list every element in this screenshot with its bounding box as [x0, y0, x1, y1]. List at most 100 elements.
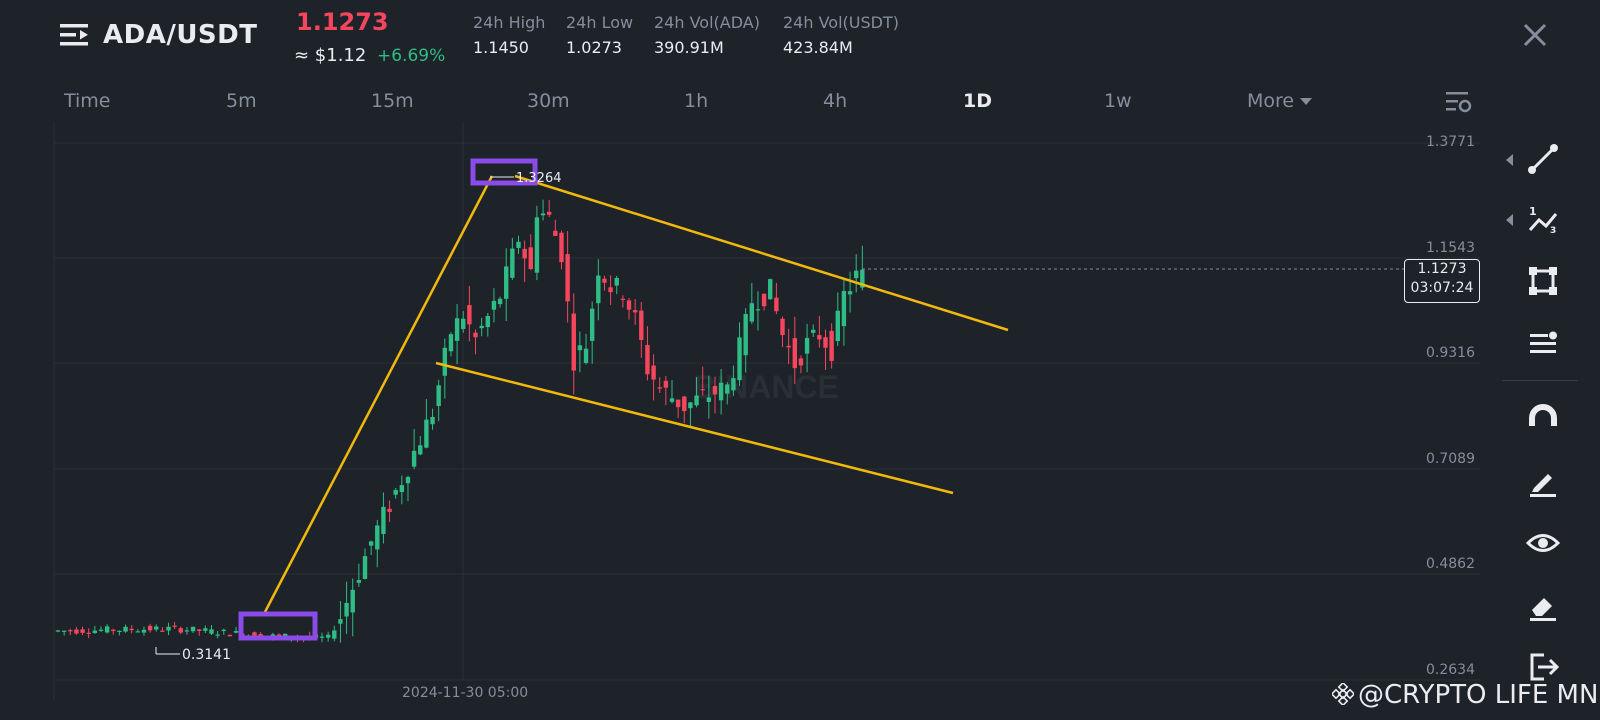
candle-body — [319, 636, 325, 638]
pencil-icon[interactable] — [1526, 464, 1560, 498]
candle-body — [841, 290, 847, 327]
candle-body — [442, 347, 448, 376]
tab-more[interactable]: More — [1247, 90, 1313, 112]
price-change: +6.69% — [377, 46, 446, 66]
candle-body — [706, 397, 712, 402]
candle-body — [233, 631, 239, 633]
tab-5m[interactable]: 5m — [226, 90, 257, 112]
candle-body — [405, 477, 411, 484]
eye-icon[interactable] — [1526, 526, 1560, 560]
candle-body — [663, 380, 669, 388]
candle-body — [184, 630, 190, 632]
candle-body — [786, 345, 791, 348]
candle-body — [497, 298, 503, 305]
candle-body — [270, 634, 276, 637]
svg-text:3: 3 — [1550, 226, 1556, 236]
candle-body — [559, 232, 564, 263]
candle-body — [178, 628, 183, 633]
candle-body — [798, 358, 804, 366]
rectangle-icon[interactable] — [1526, 264, 1560, 298]
candle-body — [774, 297, 779, 312]
candle-body — [111, 629, 116, 632]
candle-body — [694, 395, 699, 406]
candle-body — [454, 318, 460, 341]
stat-24h-low: 24h Low 1.0273 — [566, 13, 633, 57]
candle-body — [203, 628, 208, 631]
candle-body — [540, 213, 546, 216]
magnet-icon[interactable] — [1526, 402, 1560, 436]
candle-body — [190, 626, 196, 632]
alert-list-icon[interactable] — [1526, 326, 1560, 360]
stat-value: 390.91M — [654, 38, 724, 57]
tab-1d[interactable]: 1D — [963, 90, 992, 112]
candle-body — [80, 629, 85, 633]
candle-body — [92, 630, 98, 634]
tab-30m[interactable]: 30m — [527, 90, 570, 112]
candle-body — [516, 241, 521, 248]
fib-icon[interactable]: 1 3 — [1526, 202, 1560, 236]
tab-4h[interactable]: 4h — [823, 90, 848, 112]
candle-body — [718, 382, 724, 401]
close-icon[interactable] — [1522, 22, 1548, 48]
candle-body — [614, 277, 619, 286]
eraser-icon[interactable] — [1526, 588, 1560, 622]
tab-15m[interactable]: 15m — [371, 90, 414, 112]
candle-body — [780, 318, 785, 336]
binance-watermark: BINANCE — [693, 369, 839, 405]
price-axis-label: 1.3771 — [1426, 134, 1475, 150]
candle-body — [356, 580, 362, 583]
candle-body — [227, 634, 233, 637]
candle-body — [467, 305, 472, 325]
current-price-tag: 1.1273 03:07:24 — [1404, 259, 1480, 303]
candles — [55, 199, 865, 643]
high-highlight-box — [470, 158, 538, 186]
candle-body — [577, 345, 583, 351]
price-axis-label: 0.4862 — [1426, 556, 1475, 572]
low-highlight-box — [238, 611, 318, 641]
candle-body — [669, 398, 675, 402]
price-axis-label: 0.7089 — [1426, 451, 1475, 467]
candle-body — [583, 348, 589, 363]
candle-body — [688, 402, 693, 409]
candle-body — [461, 318, 466, 330]
candle-body — [368, 541, 374, 546]
candle-body — [141, 629, 147, 633]
candle-body — [399, 485, 405, 493]
menu-icon[interactable] — [60, 22, 88, 48]
candle-body — [737, 337, 742, 381]
candle-body — [98, 629, 104, 631]
candle-body — [712, 385, 718, 395]
candle-body — [553, 230, 558, 236]
candle-body — [854, 270, 859, 279]
expand-arrow-icon[interactable] — [1506, 214, 1513, 226]
creator-watermark: @CRYPTO LIFE MNE — [1332, 680, 1600, 710]
price-axis-label: 1.1543 — [1426, 240, 1475, 256]
expand-arrow-icon[interactable] — [1506, 154, 1513, 166]
tab-time[interactable]: Time — [64, 90, 111, 112]
candle-body — [147, 625, 153, 631]
candle-body — [811, 329, 816, 333]
candle-body — [381, 506, 386, 534]
candle-body — [479, 325, 484, 329]
exit-icon[interactable] — [1526, 650, 1560, 684]
candle-body — [645, 344, 650, 375]
chart-settings-icon[interactable] — [1446, 90, 1472, 114]
candle-body — [123, 626, 128, 632]
candle-body — [350, 589, 355, 613]
candle-body — [725, 384, 730, 394]
trendline-icon[interactable] — [1526, 142, 1560, 176]
candle-body — [61, 630, 67, 632]
caret-down-icon — [1300, 98, 1313, 105]
pair-name[interactable]: ADA/USDT — [103, 20, 258, 50]
trendline-rise — [263, 175, 494, 613]
candle-body — [344, 602, 349, 617]
candle-body — [547, 211, 552, 215]
candle-body — [393, 490, 398, 495]
candle-body — [700, 389, 705, 391]
tab-1h[interactable]: 1h — [684, 90, 709, 112]
candle-body — [197, 629, 202, 631]
candle-body — [129, 628, 134, 631]
tab-1w[interactable]: 1w — [1104, 90, 1132, 112]
candlestick-chart[interactable]: BINANCE 1.3264 0.3141 — [0, 120, 1490, 700]
candle-body — [829, 330, 834, 361]
